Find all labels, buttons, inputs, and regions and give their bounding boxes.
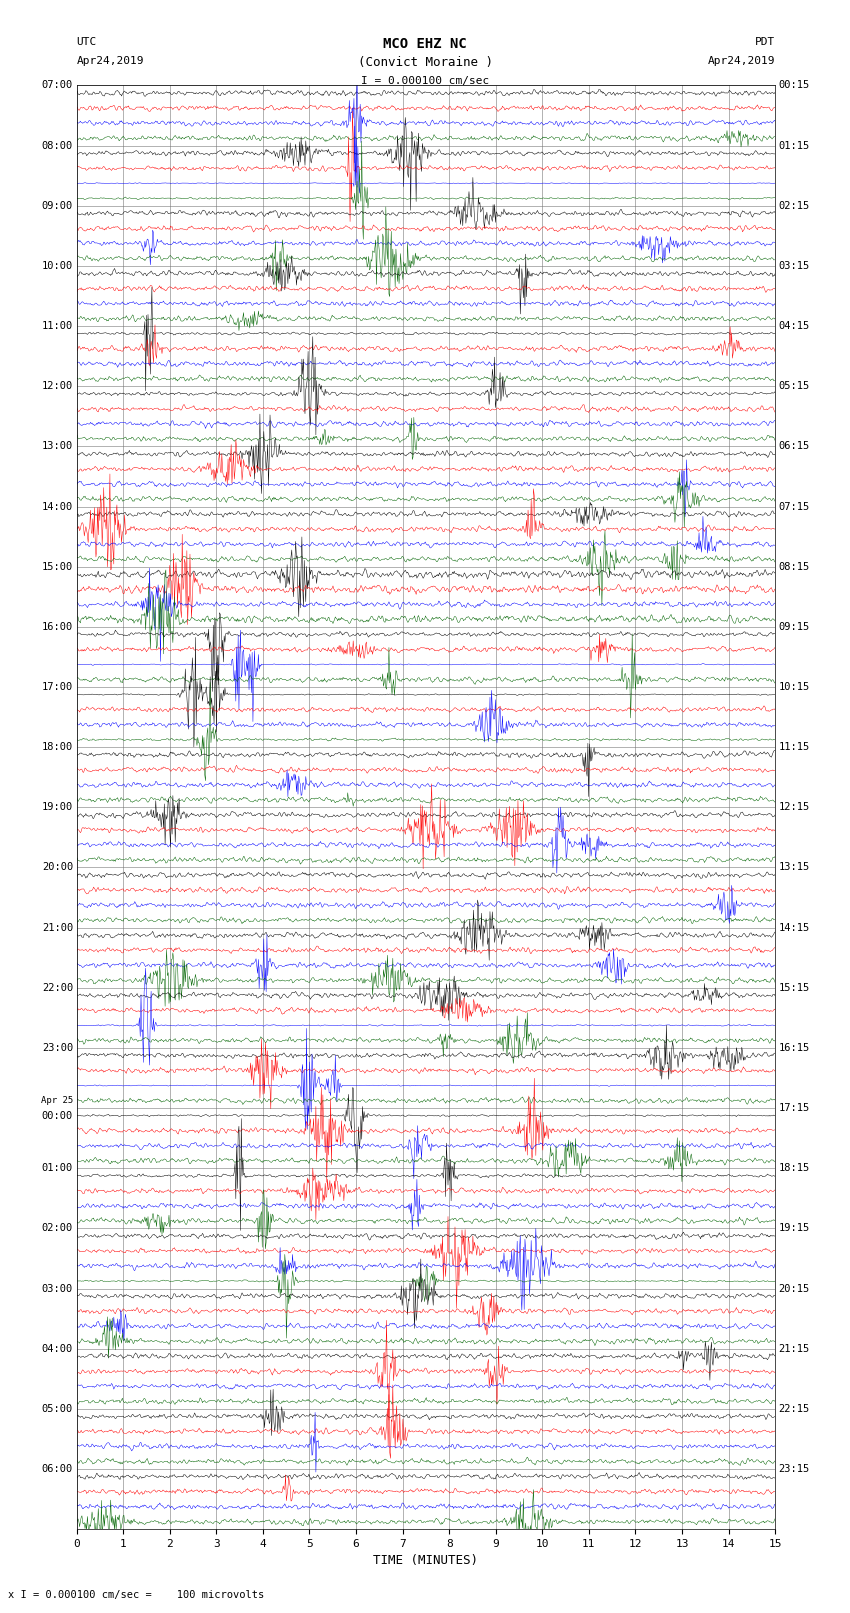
Text: 00:00: 00:00 (42, 1111, 73, 1121)
Text: 12:00: 12:00 (42, 381, 73, 392)
Text: 03:00: 03:00 (42, 1284, 73, 1294)
Text: 04:00: 04:00 (42, 1344, 73, 1353)
Text: 09:00: 09:00 (42, 200, 73, 211)
Text: 20:15: 20:15 (779, 1284, 810, 1294)
Text: 00:15: 00:15 (779, 81, 810, 90)
Text: 12:15: 12:15 (779, 802, 810, 813)
Text: 10:15: 10:15 (779, 682, 810, 692)
Text: 19:15: 19:15 (779, 1223, 810, 1234)
Text: 17:00: 17:00 (42, 682, 73, 692)
Text: 01:00: 01:00 (42, 1163, 73, 1173)
Text: Apr24,2019: Apr24,2019 (708, 56, 775, 66)
Text: 22:00: 22:00 (42, 982, 73, 992)
Text: 02:00: 02:00 (42, 1223, 73, 1234)
Text: x I = 0.000100 cm/sec =    100 microvolts: x I = 0.000100 cm/sec = 100 microvolts (8, 1590, 264, 1600)
Text: 07:00: 07:00 (42, 81, 73, 90)
Text: 03:15: 03:15 (779, 261, 810, 271)
Text: 06:15: 06:15 (779, 442, 810, 452)
Text: 19:00: 19:00 (42, 802, 73, 813)
Text: 01:15: 01:15 (779, 140, 810, 150)
Text: 21:15: 21:15 (779, 1344, 810, 1353)
Text: 18:00: 18:00 (42, 742, 73, 752)
Text: 22:15: 22:15 (779, 1403, 810, 1415)
Text: 09:15: 09:15 (779, 623, 810, 632)
Text: 13:15: 13:15 (779, 863, 810, 873)
Text: PDT: PDT (755, 37, 775, 47)
Text: 23:15: 23:15 (779, 1465, 810, 1474)
Text: Apr24,2019: Apr24,2019 (76, 56, 144, 66)
Text: 08:15: 08:15 (779, 561, 810, 571)
Text: (Convict Moraine ): (Convict Moraine ) (358, 56, 492, 69)
Text: 18:15: 18:15 (779, 1163, 810, 1173)
Text: 17:15: 17:15 (779, 1103, 810, 1113)
Text: 14:00: 14:00 (42, 502, 73, 511)
Text: 11:15: 11:15 (779, 742, 810, 752)
Text: MCO EHZ NC: MCO EHZ NC (383, 37, 467, 52)
Text: I = 0.000100 cm/sec: I = 0.000100 cm/sec (361, 76, 489, 85)
Text: 06:00: 06:00 (42, 1465, 73, 1474)
Text: 04:15: 04:15 (779, 321, 810, 331)
Text: 21:00: 21:00 (42, 923, 73, 932)
Text: 05:15: 05:15 (779, 381, 810, 392)
Text: 16:00: 16:00 (42, 623, 73, 632)
Text: 16:15: 16:15 (779, 1044, 810, 1053)
Text: 05:00: 05:00 (42, 1403, 73, 1415)
Text: 10:00: 10:00 (42, 261, 73, 271)
Text: 20:00: 20:00 (42, 863, 73, 873)
Text: 02:15: 02:15 (779, 200, 810, 211)
Text: 13:00: 13:00 (42, 442, 73, 452)
Text: 07:15: 07:15 (779, 502, 810, 511)
Text: 15:00: 15:00 (42, 561, 73, 571)
Text: 14:15: 14:15 (779, 923, 810, 932)
X-axis label: TIME (MINUTES): TIME (MINUTES) (373, 1555, 479, 1568)
Text: 15:15: 15:15 (779, 982, 810, 992)
Text: 08:00: 08:00 (42, 140, 73, 150)
Text: UTC: UTC (76, 37, 97, 47)
Text: 11:00: 11:00 (42, 321, 73, 331)
Text: 23:00: 23:00 (42, 1044, 73, 1053)
Text: Apr 25: Apr 25 (41, 1095, 73, 1105)
